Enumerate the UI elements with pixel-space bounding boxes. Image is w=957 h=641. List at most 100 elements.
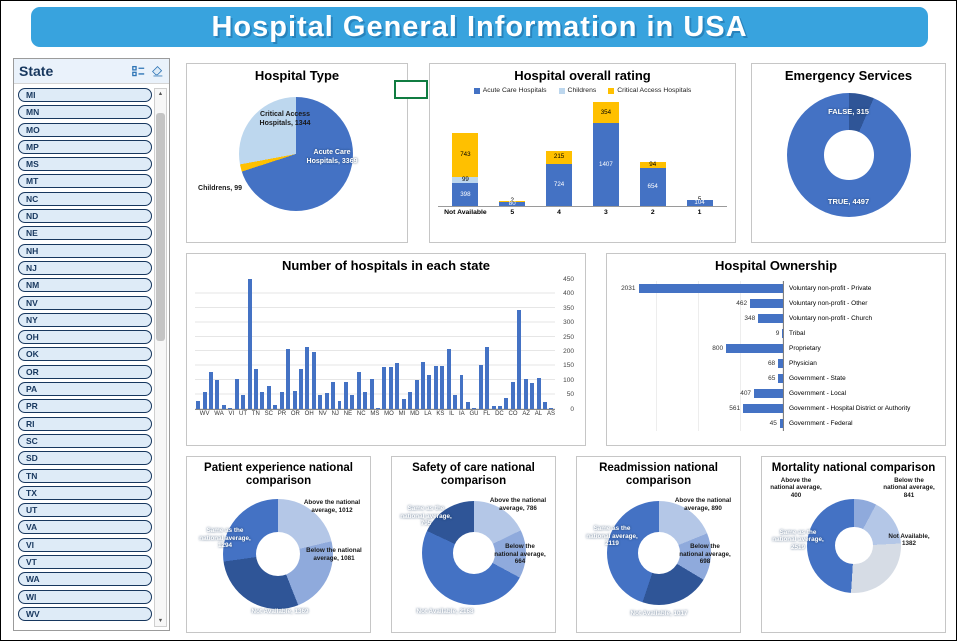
state-bar[interactable] — [234, 378, 239, 410]
state-bar[interactable] — [465, 402, 470, 410]
state-bar[interactable] — [356, 371, 361, 410]
state-bar[interactable] — [388, 367, 393, 410]
state-item[interactable]: NC — [18, 191, 152, 206]
state-bar[interactable] — [414, 380, 419, 410]
state-list-scrollbar[interactable]: ▲ ▼ — [154, 88, 167, 627]
state-item[interactable]: WA — [18, 572, 152, 587]
state-bar[interactable] — [311, 351, 316, 410]
state-item[interactable]: WV — [18, 606, 152, 621]
state-item[interactable]: OK — [18, 347, 152, 362]
multi-select-icon[interactable] — [131, 64, 145, 78]
state-item[interactable]: NY — [18, 312, 152, 327]
state-bar[interactable] — [247, 279, 252, 410]
state-bar[interactable] — [530, 383, 535, 410]
state-bar[interactable] — [202, 391, 207, 410]
state-bar[interactable] — [279, 391, 284, 410]
rating-bar[interactable]: 94 654 — [639, 161, 666, 207]
state-bar[interactable] — [241, 394, 246, 410]
state-item[interactable]: SC — [18, 433, 152, 448]
emergency-services-donut[interactable] — [787, 93, 911, 218]
ownership-bar[interactable] — [782, 329, 783, 339]
state-item[interactable]: MN — [18, 105, 152, 120]
state-bar[interactable] — [228, 408, 233, 410]
state-bar[interactable] — [292, 391, 297, 410]
state-item[interactable]: TN — [18, 468, 152, 483]
state-item[interactable]: MP — [18, 139, 152, 154]
state-bar[interactable] — [221, 404, 226, 410]
state-item[interactable]: SD — [18, 451, 152, 466]
rating-bar[interactable]: 5104 — [686, 196, 713, 207]
state-item[interactable]: RI — [18, 416, 152, 431]
state-bar[interactable] — [433, 365, 438, 410]
rating-bar[interactable]: 215 724 — [546, 150, 573, 207]
ownership-bar[interactable] — [638, 284, 783, 294]
state-bar[interactable] — [523, 378, 528, 410]
ownership-bar[interactable] — [754, 389, 783, 399]
state-bar[interactable] — [343, 381, 348, 410]
state-bar[interactable] — [498, 406, 503, 410]
state-item[interactable]: MI — [18, 88, 152, 102]
state-item[interactable]: OR — [18, 364, 152, 379]
state-bar[interactable] — [543, 402, 547, 410]
state-bar[interactable] — [369, 378, 374, 410]
state-item[interactable]: VI — [18, 537, 152, 552]
state-bar[interactable] — [254, 368, 258, 410]
state-bar[interactable] — [446, 348, 451, 410]
state-bar[interactable] — [376, 408, 380, 410]
rating-bar[interactable]: 280 — [499, 198, 526, 207]
rating-bar[interactable]: 354 1407 — [592, 102, 619, 207]
state-bar[interactable] — [478, 364, 483, 410]
state-bar[interactable] — [420, 361, 425, 410]
state-bar[interactable] — [196, 400, 201, 410]
state-item[interactable]: WI — [18, 589, 152, 604]
state-bar[interactable] — [286, 348, 291, 410]
state-bar[interactable] — [260, 391, 265, 410]
state-item[interactable]: VT — [18, 555, 152, 570]
ownership-bar[interactable] — [743, 404, 783, 414]
state-bar[interactable] — [331, 381, 336, 410]
state-item[interactable]: VA — [18, 520, 152, 535]
state-item[interactable]: TX — [18, 485, 152, 500]
state-item[interactable]: NJ — [18, 260, 152, 275]
state-bar[interactable] — [266, 386, 271, 410]
state-bar[interactable] — [517, 309, 522, 410]
state-bar[interactable] — [382, 367, 387, 410]
state-item[interactable]: NH — [18, 243, 152, 258]
scroll-up-icon[interactable]: ▲ — [157, 91, 164, 97]
state-item[interactable]: NV — [18, 295, 152, 310]
state-bar[interactable] — [350, 394, 355, 410]
state-bar[interactable] — [337, 400, 342, 410]
state-item[interactable]: PR — [18, 399, 152, 414]
ownership-bar[interactable] — [726, 344, 783, 354]
state-bar[interactable] — [401, 398, 406, 410]
state-bar[interactable] — [324, 393, 329, 410]
state-bar[interactable] — [298, 368, 303, 410]
readmission-donut[interactable] — [607, 501, 711, 606]
rating-bar[interactable]: 743 99 398 — [452, 133, 479, 207]
state-bar[interactable] — [215, 380, 220, 410]
state-bar[interactable] — [305, 347, 310, 410]
state-bar[interactable] — [209, 371, 214, 410]
state-item[interactable]: MT — [18, 174, 152, 189]
scroll-down-icon[interactable]: ▼ — [157, 618, 164, 624]
state-bar[interactable] — [363, 391, 368, 410]
patient-experience-donut[interactable] — [223, 499, 333, 610]
state-item[interactable]: MS — [18, 157, 152, 172]
clear-filter-icon[interactable] — [150, 64, 164, 78]
state-bar[interactable] — [510, 381, 515, 410]
mortality-donut[interactable] — [807, 498, 901, 593]
state-item[interactable]: UT — [18, 503, 152, 518]
state-item[interactable]: OH — [18, 330, 152, 345]
ownership-bar[interactable] — [758, 314, 783, 324]
state-bar[interactable] — [440, 365, 445, 410]
state-bar[interactable] — [273, 404, 278, 410]
state-bar[interactable] — [491, 405, 496, 410]
state-item[interactable]: PA — [18, 382, 152, 397]
state-bar[interactable] — [504, 397, 509, 410]
state-bar[interactable] — [427, 374, 432, 410]
state-bar[interactable] — [453, 394, 458, 410]
state-bar[interactable] — [536, 377, 541, 410]
safety-of-care-donut[interactable] — [422, 501, 526, 606]
ownership-bar[interactable] — [750, 299, 783, 309]
state-bar[interactable] — [472, 408, 477, 410]
